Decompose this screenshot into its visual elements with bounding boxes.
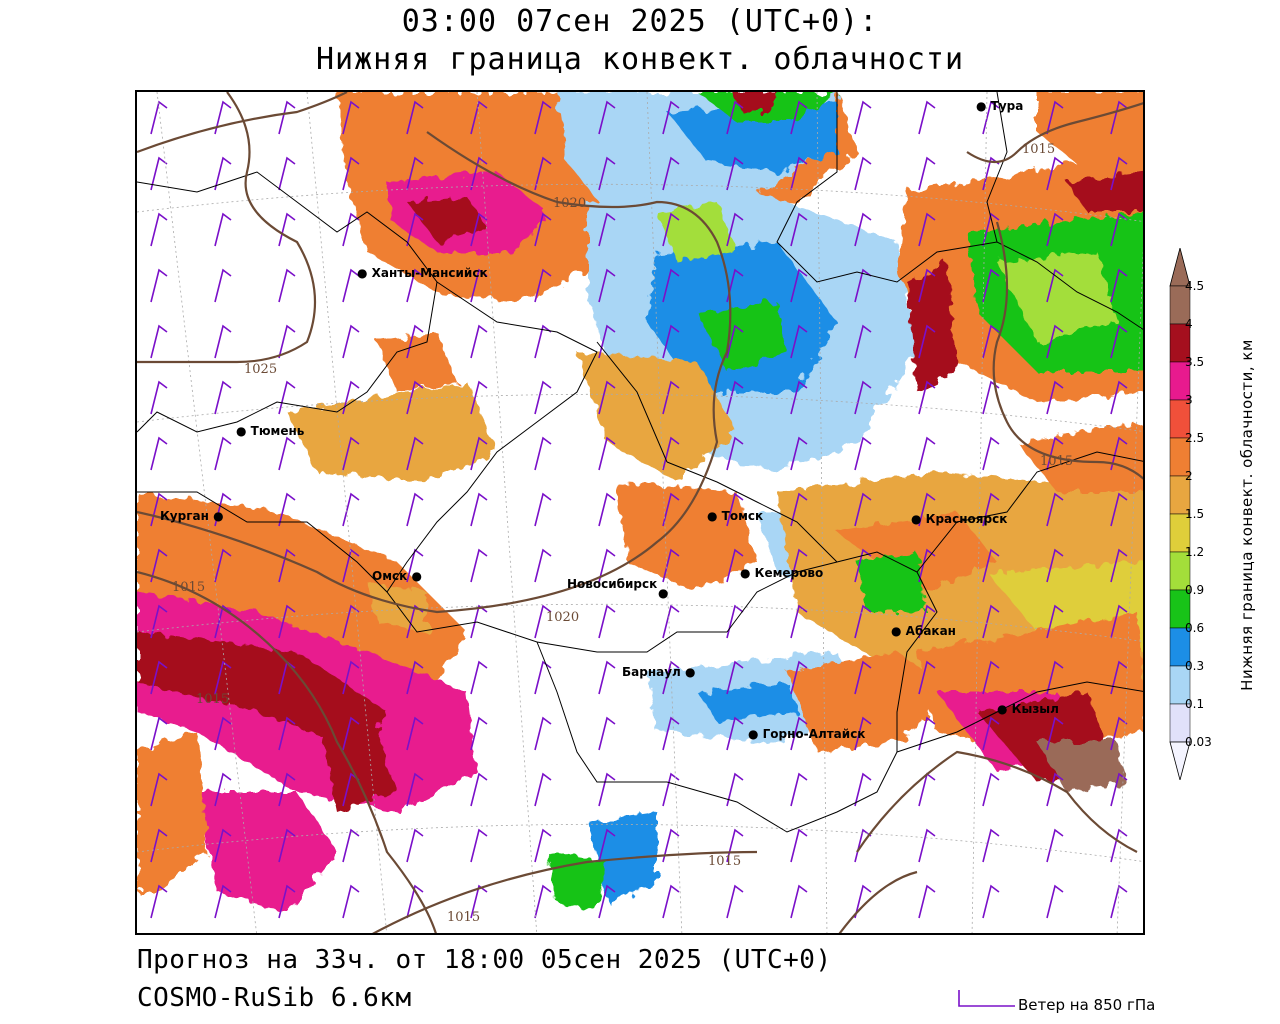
city-label: Барнаул bbox=[622, 665, 681, 679]
graticule bbox=[137, 92, 1143, 933]
colorbar-tick-label: 0.6 bbox=[1185, 621, 1205, 635]
isobar-label: 1020 bbox=[546, 610, 580, 625]
colorbar-tick-label: 0.03 bbox=[1185, 735, 1212, 749]
colorbar bbox=[1169, 248, 1191, 780]
colorbar-tick-label: 3 bbox=[1185, 393, 1193, 407]
city-marker: ● Тура bbox=[976, 99, 1024, 113]
city-dot: ● bbox=[658, 586, 669, 600]
wind-legend: Ветер на 850 гПа bbox=[955, 988, 1205, 1018]
colorbar-tick-label: 3.5 bbox=[1185, 355, 1205, 369]
city-marker: ● Красноярск bbox=[911, 512, 1008, 526]
city-marker: ● Ханты-Мансийск bbox=[357, 266, 488, 280]
wind-barbs-850 bbox=[137, 92, 1143, 933]
city-marker: ● Тюмень bbox=[236, 424, 305, 438]
model-name: COSMO-RuSib 6.6км bbox=[137, 983, 412, 1013]
map-variable-title: Нижняя граница конвект. облачности bbox=[315, 42, 965, 77]
city-label: Ханты-Мансийск bbox=[371, 266, 488, 280]
city-marker: ● Горно-Алтайск bbox=[748, 727, 866, 741]
wind-barb-icon bbox=[958, 990, 1015, 1007]
city-label: Кызыл bbox=[1011, 702, 1059, 716]
colorbar-tick-label: 0.1 bbox=[1185, 697, 1205, 711]
city-label: Красноярск bbox=[925, 512, 1008, 526]
colorbar-tick-label: 2 bbox=[1185, 469, 1193, 483]
colorbar-tick-label: 4 bbox=[1185, 317, 1193, 331]
colorbar-tick-label: 0.9 bbox=[1185, 583, 1205, 597]
city-marker: Курган ● bbox=[160, 509, 224, 523]
region-borders bbox=[137, 92, 1143, 833]
isobar-label: 1015 bbox=[447, 910, 481, 925]
colorbar-tick-label: 4.5 bbox=[1185, 279, 1205, 293]
city-label: Томск bbox=[721, 509, 764, 523]
city-marker: Омск ● bbox=[372, 569, 422, 583]
city-marker: Барнаул ● bbox=[622, 665, 696, 679]
colorbar-cap-bottom bbox=[1169, 741, 1191, 780]
colorbar-tick-label: 1.2 bbox=[1185, 545, 1205, 559]
city-label: Тура bbox=[990, 99, 1024, 113]
isobar-label: 1020 bbox=[553, 196, 587, 211]
colorbar-tick-label: 1.5 bbox=[1185, 507, 1205, 521]
city-marker: ● Кемерово bbox=[740, 566, 824, 580]
city-label: Горно-Алтайск bbox=[762, 727, 866, 741]
wind-legend-label: Ветер на 850 гПа bbox=[1018, 996, 1156, 1014]
map-canvas bbox=[137, 92, 1143, 933]
colorbar-label: Нижняя граница конвект. облачности, км bbox=[1238, 339, 1256, 691]
isobar-label: 1015 bbox=[196, 692, 230, 707]
isobar-label: 1015 bbox=[1022, 142, 1056, 157]
city-label: Абакан bbox=[905, 624, 956, 638]
city-marker: ● Кызыл bbox=[997, 702, 1059, 716]
isobar-label: 1015 bbox=[708, 854, 742, 869]
isobar-label: 1015 bbox=[172, 580, 206, 595]
city-label: Омск bbox=[372, 569, 408, 583]
city-marker: Новосибирск bbox=[567, 577, 657, 591]
city-marker: ● Томск bbox=[707, 509, 764, 523]
isobar-label: 1025 bbox=[244, 362, 278, 377]
isobars bbox=[137, 92, 1143, 933]
colorbar-tick-label: 2.5 bbox=[1185, 431, 1205, 445]
city-marker: ● Абакан bbox=[891, 624, 956, 638]
forecast-run-info: Прогноз на 33ч. от 18:00 05сен 2025 (UTC… bbox=[137, 945, 832, 975]
city-label: Кемерово bbox=[754, 566, 824, 580]
isobar-label: 1015 bbox=[1040, 454, 1074, 469]
city-label: Курган bbox=[160, 509, 209, 523]
city-label: Новосибирск bbox=[567, 577, 658, 591]
colorbar-tick-label: 0.3 bbox=[1185, 659, 1205, 673]
map-time-title: 03:00 07сен 2025 (UTC+0): bbox=[401, 4, 879, 39]
forecast-map bbox=[135, 90, 1145, 935]
city-label: Тюмень bbox=[250, 424, 305, 438]
